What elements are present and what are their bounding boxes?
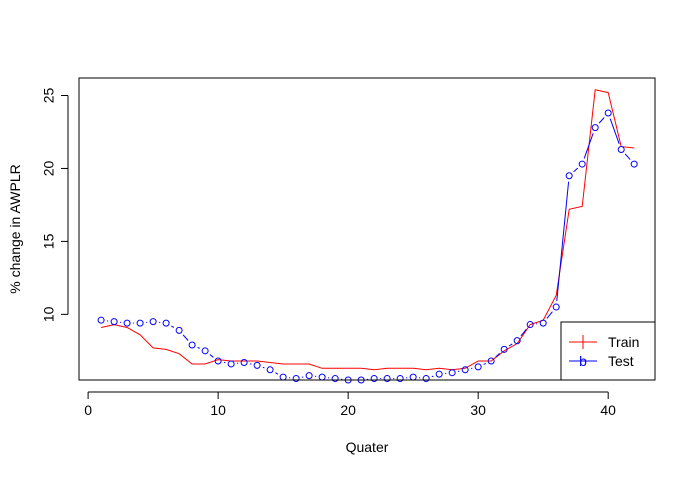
test-segment	[431, 375, 434, 378]
test-point	[539, 319, 547, 327]
test-point	[474, 363, 482, 371]
test-point	[383, 375, 391, 383]
train-line	[100, 89, 635, 371]
test-point	[253, 361, 261, 369]
test-point	[266, 366, 274, 374]
test-point	[97, 316, 105, 324]
test-point	[292, 375, 300, 383]
y-tick-label: 10	[41, 306, 57, 322]
y-tick-label: 25	[41, 88, 57, 104]
test-segment	[275, 372, 279, 375]
test-point	[565, 172, 573, 180]
test-point	[513, 337, 521, 345]
test-point	[578, 160, 586, 168]
test-segment	[546, 311, 553, 319]
test-point	[396, 375, 404, 383]
test-segment	[624, 153, 631, 160]
test-segment	[182, 334, 189, 341]
test-segment	[573, 167, 579, 173]
legend-box	[560, 321, 656, 381]
test-point	[370, 375, 378, 383]
test-point	[214, 357, 222, 365]
test-point	[149, 318, 157, 326]
test-segment	[556, 181, 570, 302]
x-tick-label: 40	[600, 402, 616, 418]
legend-test-label: Test	[608, 353, 634, 369]
test-segment	[598, 117, 605, 124]
test-point	[461, 366, 469, 374]
test-point	[604, 109, 612, 117]
test-point	[110, 318, 118, 326]
test-segment	[483, 363, 486, 365]
test-point	[526, 321, 534, 329]
test-segment	[262, 366, 265, 369]
test-segment	[583, 133, 594, 159]
test-segment	[495, 352, 501, 358]
test-point	[136, 319, 144, 327]
test-point	[617, 145, 625, 153]
test-point	[552, 303, 560, 311]
x-tick-label: 30	[470, 402, 486, 418]
y-tick-label: 20	[41, 160, 57, 176]
test-point	[630, 160, 638, 168]
y-axis-title: % change in AWPLR	[7, 164, 23, 293]
test-point	[175, 326, 183, 334]
test-segment	[520, 328, 527, 337]
test-point	[305, 372, 313, 380]
test-point	[240, 358, 248, 366]
x-axis-title: Quater	[346, 439, 389, 455]
test-point	[188, 341, 196, 349]
test-point	[448, 369, 456, 377]
y-tick-label: 15	[41, 233, 57, 249]
test-point	[435, 370, 443, 378]
test-point	[123, 319, 131, 327]
x-tick-label: 10	[210, 402, 226, 418]
test-point	[162, 319, 170, 327]
test-point	[422, 375, 430, 383]
test-segment	[609, 118, 620, 145]
test-point	[487, 357, 495, 365]
test-point	[331, 375, 339, 383]
test-segment	[209, 354, 214, 358]
legend-test-marker: b	[579, 353, 587, 369]
legend: Train b Test	[560, 321, 656, 381]
test-point	[500, 345, 508, 353]
x-tick-label: 0	[84, 402, 92, 418]
test-segment	[508, 343, 513, 347]
test-point	[591, 124, 599, 132]
series-layer	[97, 89, 638, 384]
axes-layer: 0 10 20 30 40 10 15 20 25	[41, 88, 616, 418]
legend-train-label: Train	[608, 334, 639, 350]
test-point	[227, 360, 235, 368]
plot-frame	[78, 77, 656, 381]
test-point	[201, 347, 209, 355]
test-segment	[171, 325, 175, 328]
test-segment	[197, 346, 200, 349]
x-tick-label: 20	[340, 402, 356, 418]
